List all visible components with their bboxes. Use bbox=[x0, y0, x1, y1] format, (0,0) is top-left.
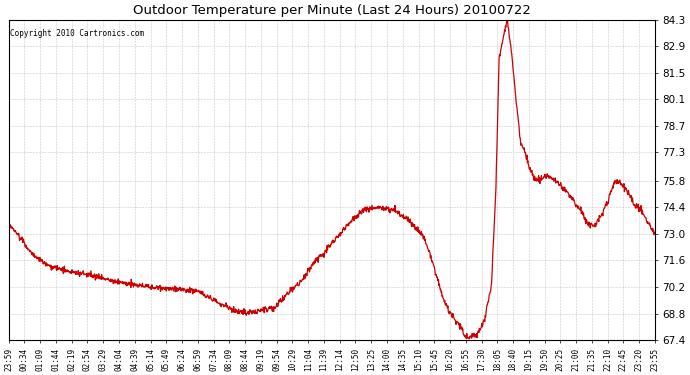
Text: Copyright 2010 Cartronics.com: Copyright 2010 Cartronics.com bbox=[10, 29, 144, 38]
Title: Outdoor Temperature per Minute (Last 24 Hours) 20100722: Outdoor Temperature per Minute (Last 24 … bbox=[133, 4, 531, 17]
